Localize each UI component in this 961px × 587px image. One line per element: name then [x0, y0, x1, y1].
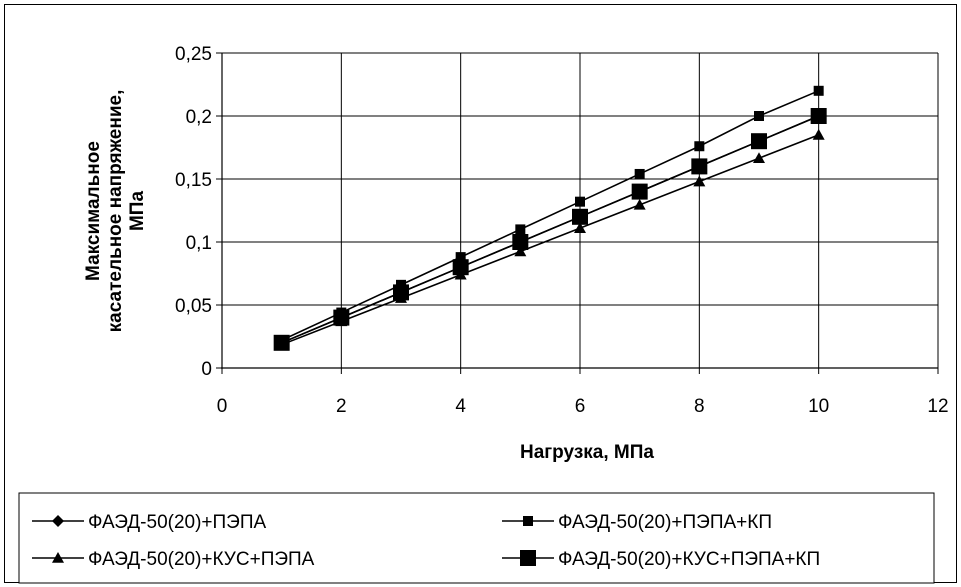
data-point — [634, 168, 645, 179]
legend-label: ФАЭД-50(20)+ПЭПА — [88, 512, 266, 533]
series-line — [281, 134, 819, 346]
legend-item: ФАЭД-50(20)+ПЭПА+КП — [502, 512, 772, 533]
x-tick-label: 6 — [575, 396, 586, 417]
legend-marker — [523, 516, 533, 526]
x-tick-label: 2 — [336, 396, 347, 417]
y-axis-title-line: МПа — [127, 191, 148, 231]
series-4 — [273, 108, 827, 351]
legend-marker — [52, 552, 64, 563]
data-point — [751, 133, 767, 150]
legend-item: ФАЭД-50(20)+КУС+ПЭПА — [32, 549, 315, 570]
y-tick-label: 0 — [201, 359, 212, 380]
data-point — [574, 222, 586, 233]
x-tick-label: 4 — [455, 396, 466, 417]
data-point — [693, 175, 706, 187]
y-tick-label: 0,05 — [175, 296, 212, 317]
data-point — [813, 85, 824, 96]
legend-marker — [520, 550, 536, 566]
data-point — [333, 309, 350, 326]
y-tick-label: 0,2 — [186, 107, 212, 128]
y-tick-label: 0,25 — [175, 44, 212, 65]
data-point — [514, 245, 527, 257]
series-line — [281, 90, 819, 342]
data-point — [455, 252, 466, 263]
series-2 — [276, 85, 824, 346]
legend-label: ФАЭД-50(20)+КУС+ПЭПА — [88, 549, 315, 570]
data-point — [512, 234, 529, 250]
data-point — [631, 183, 648, 200]
x-tick-label: 10 — [808, 396, 829, 417]
data-point — [691, 158, 708, 175]
x-tick-label: 8 — [694, 396, 705, 417]
series-3 — [275, 128, 825, 350]
legend-label: ФАЭД-50(20)+КУС+ПЭПА+КП — [558, 549, 820, 570]
y-axis-title-line: Максимальное — [83, 141, 104, 281]
x-tick-label: 12 — [927, 396, 948, 417]
data-point — [812, 128, 825, 140]
x-tick-label: 0 — [217, 396, 228, 417]
data-point — [273, 334, 290, 351]
y-axis-title-line: касательное напряжение, — [105, 90, 126, 333]
x-axis-title: Нагрузка, МПа — [520, 442, 654, 463]
y-tick-label: 0,15 — [175, 170, 212, 191]
data-point — [572, 208, 588, 225]
chart-frame — [4, 4, 957, 583]
legend-item: ФАЭД-50(20)+ПЭПА — [32, 512, 266, 533]
data-point — [575, 196, 585, 207]
data-point — [753, 152, 765, 164]
legend-marker — [52, 515, 64, 527]
series-line — [281, 115, 819, 344]
legend-item: ФАЭД-50(20)+КУС+ПЭПА+КП — [502, 549, 820, 570]
legend-box — [18, 492, 935, 584]
data-point — [694, 141, 705, 152]
data-point — [515, 224, 526, 235]
legend-label: ФАЭД-50(20)+ПЭПА+КП — [558, 512, 772, 533]
data-point — [754, 111, 764, 121]
y-axis-title: Максимальное касательное напряжение, МПа — [83, 90, 148, 333]
data-point — [452, 259, 469, 276]
data-point — [633, 198, 646, 210]
y-tick-label: 0,1 — [186, 233, 212, 254]
data-point — [393, 284, 409, 301]
data-point — [810, 108, 827, 124]
